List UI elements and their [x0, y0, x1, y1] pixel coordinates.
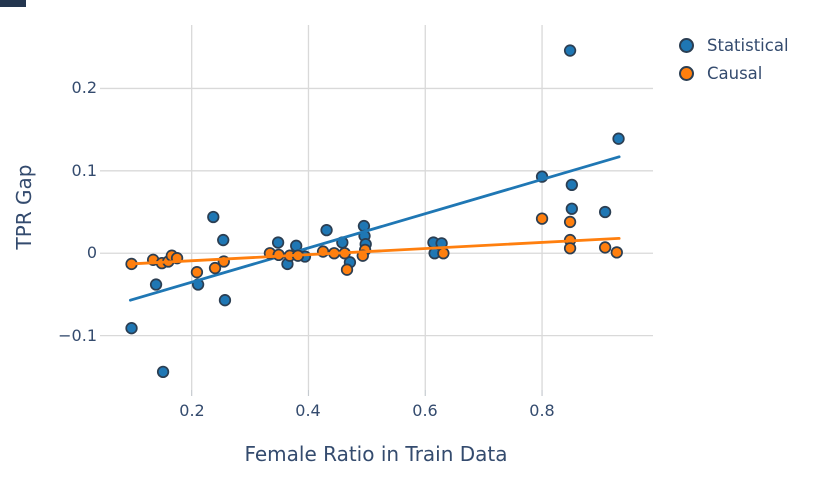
causal-marker-icon: [679, 66, 694, 81]
y-tick-label: 0.1: [71, 161, 97, 180]
y-tick-label: 0: [86, 243, 97, 262]
scatter-point-statistical: [218, 294, 232, 307]
trend-line-statistical: [128, 155, 621, 302]
scatter-point-statistical: [565, 202, 578, 215]
scatter-point-causal: [563, 242, 577, 255]
scatter-point-statistical: [271, 236, 285, 249]
x-tick-label: 0.4: [295, 401, 321, 420]
trend-line-causal: [128, 236, 621, 266]
scatter-point-statistical: [217, 233, 230, 247]
scatter-point-statistical: [207, 210, 220, 224]
y-tick-label: −0.1: [58, 326, 97, 345]
scatter-point-causal: [535, 212, 549, 225]
scatter-point-statistical: [565, 178, 578, 191]
legend-label-causal: Causal: [707, 64, 763, 83]
scatter-point-causal: [610, 246, 623, 259]
legend-item-statistical: Statistical: [679, 36, 789, 55]
scatter-point-causal: [190, 266, 204, 279]
x-tick-label: 0.6: [412, 401, 438, 420]
scatter-point-causal: [437, 247, 450, 260]
scatter-point-statistical: [156, 365, 170, 379]
window-artifact-bar: [0, 0, 26, 7]
x-axis-title: Female Ratio in Train Data: [244, 442, 508, 466]
legend: Statistical Causal: [679, 36, 789, 83]
scatter-point-statistical: [149, 278, 163, 291]
statistical-marker-icon: [679, 38, 694, 53]
legend-label-statistical: Statistical: [707, 36, 789, 55]
x-tick-label: 0.2: [179, 401, 205, 420]
scatter-point-causal: [598, 241, 612, 254]
scatter-point-causal: [208, 261, 222, 275]
legend-item-causal: Causal: [679, 64, 789, 83]
y-tick-label: 0.2: [71, 78, 97, 97]
scatter-point-statistical: [125, 322, 138, 335]
scatter-point-causal: [340, 263, 354, 276]
x-tick-label: 0.8: [529, 401, 555, 420]
scatter-point-statistical: [598, 205, 612, 219]
scatter-point-statistical: [612, 132, 625, 145]
scatter-point-statistical: [320, 224, 333, 237]
scatter-point-statistical: [563, 44, 577, 57]
y-axis-title: TPR Gap: [12, 164, 36, 250]
scatter-point-causal: [563, 215, 577, 229]
